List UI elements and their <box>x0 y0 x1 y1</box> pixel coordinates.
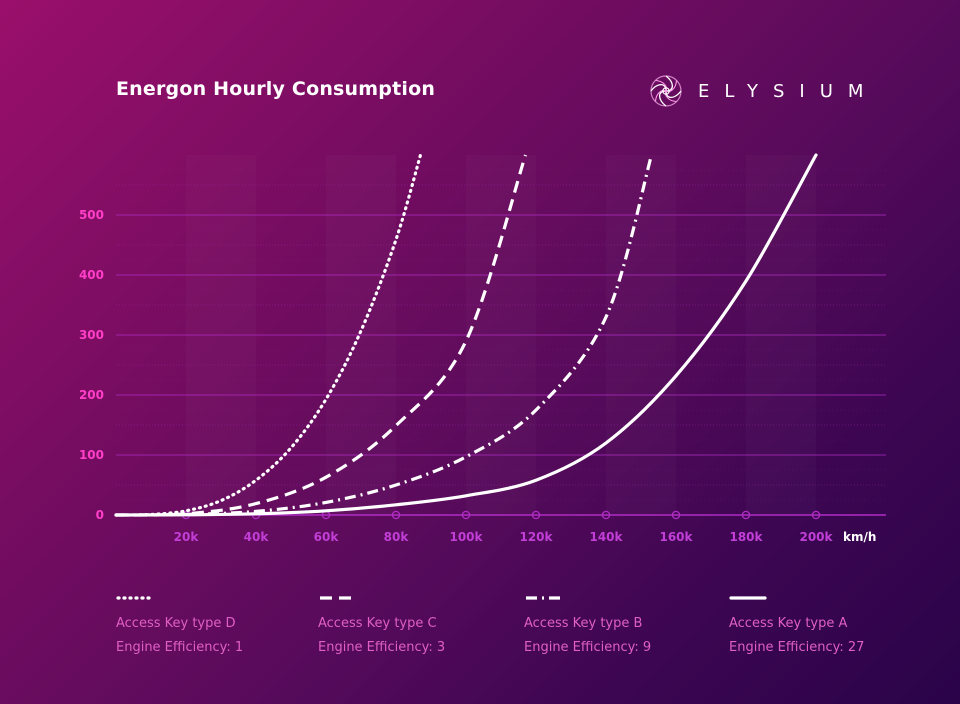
x-axis-marker <box>741 510 751 520</box>
legend-swatch <box>320 596 354 600</box>
grid-lines <box>116 169 886 501</box>
legend-item: Access Key type C Engine Efficiency: 3 <box>318 590 445 655</box>
x-tick-label: 60k <box>314 530 340 544</box>
x-axis-marker <box>461 510 471 520</box>
series-line-access-key-type-a <box>114 153 818 517</box>
x-tick-label: 160k <box>659 530 693 544</box>
x-axis-marker <box>601 510 611 520</box>
legend-item: Access Key type A Engine Efficiency: 27 <box>729 590 864 655</box>
y-tick-labels: 0 100 200 300 400 500 <box>79 208 104 522</box>
legend-swatch <box>116 596 154 600</box>
legend-swatch <box>729 596 767 600</box>
chart-title: Energon Hourly Consumption <box>116 78 436 100</box>
series-line-access-key-type-c <box>115 154 528 517</box>
series-lines <box>114 153 818 517</box>
legend-efficiency: Engine Efficiency: 3 <box>318 640 446 655</box>
x-axis-label: km/h <box>843 530 876 544</box>
x-tick-label: 100k <box>449 530 483 544</box>
x-tick-label: 140k <box>589 530 623 544</box>
x-axis-marker <box>391 510 401 520</box>
x-tick-label: 200k <box>799 530 833 544</box>
legend-label: Access Key type B <box>524 616 643 631</box>
x-tick-labels: 20k 40k 60k 80k 100k 120k 140k 160k 180k 200k <box>174 530 834 544</box>
series-line-access-key-type-d <box>114 153 423 517</box>
legend-item: Access Key type B Engine Efficiency: 9 <box>524 590 651 655</box>
x-tick-label: 40k <box>244 530 270 544</box>
legend-label: Access Key type A <box>729 616 848 631</box>
y-tick-label: 100 <box>79 448 104 462</box>
x-axis-marker <box>811 510 821 520</box>
elysium-logo-icon <box>650 75 682 107</box>
x-tick-label: 180k <box>729 530 763 544</box>
x-axis-marker <box>531 510 541 520</box>
y-tick-label: 200 <box>79 388 104 402</box>
y-tick-label: 400 <box>79 268 104 282</box>
legend-swatch <box>526 596 560 600</box>
x-axis-marker <box>671 510 681 520</box>
legend-item: Access Key type D Engine Efficiency: 1 <box>116 590 243 655</box>
legend-efficiency: Engine Efficiency: 9 <box>524 640 652 655</box>
y-tick-label: 0 <box>96 508 104 522</box>
y-tick-label: 500 <box>79 208 104 222</box>
brand-name: ELYSIUM <box>698 80 879 102</box>
legend-efficiency: Engine Efficiency: 27 <box>729 640 865 655</box>
x-tick-label: 80k <box>384 530 410 544</box>
y-tick-label: 300 <box>79 328 104 342</box>
x-tick-label: 120k <box>519 530 553 544</box>
brand: ELYSIUM <box>648 72 878 110</box>
legend-label: Access Key type C <box>318 616 437 631</box>
legend-label: Access Key type D <box>116 616 236 631</box>
legend-efficiency: Engine Efficiency: 1 <box>116 640 244 655</box>
x-tick-label: 20k <box>174 530 200 544</box>
